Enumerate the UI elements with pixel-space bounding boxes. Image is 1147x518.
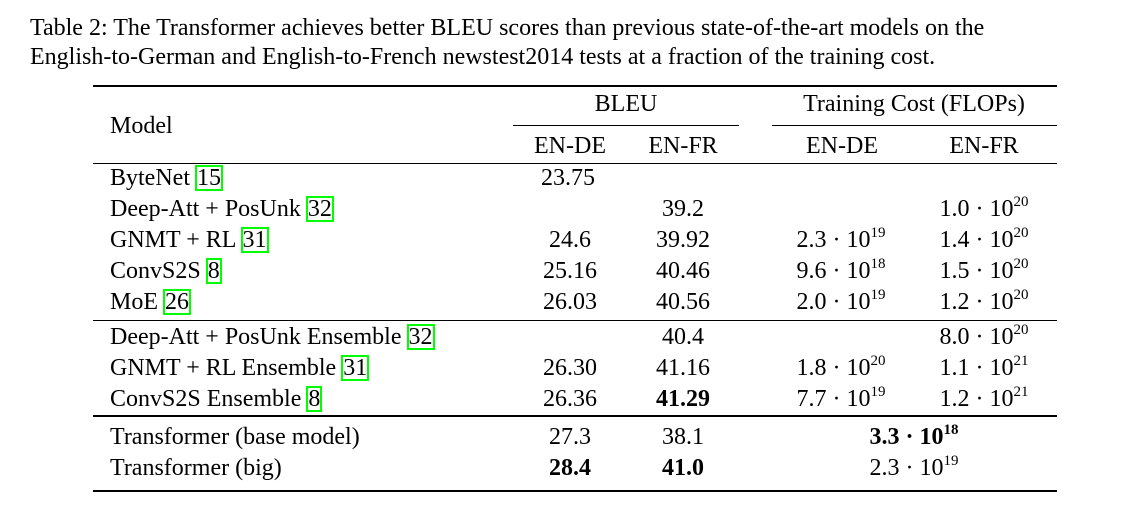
- citation-link[interactable]: 8: [205, 258, 222, 284]
- caption-line-1: Table 2: The Transformer achieves better…: [30, 15, 985, 41]
- row-cost-en-de: 2.0 · 1019: [796, 287, 886, 315]
- row-cost-en-de: 7.7 · 1019: [796, 384, 886, 412]
- cost-cmidrule: [772, 125, 1057, 126]
- row-training-cost: 3.3 · 1018: [869, 422, 959, 450]
- row-model-name: ConvS2S Ensemble 8: [110, 386, 323, 412]
- citation-link[interactable]: 32: [305, 196, 334, 222]
- row-model-name: Transformer (big): [110, 455, 282, 481]
- row-cost-en-fr: 1.4 · 1020: [939, 225, 1029, 253]
- citation-link[interactable]: 8: [306, 386, 323, 412]
- row-cost-en-fr: 1.2 · 1021: [939, 384, 1029, 412]
- row-bleu-en-de: 23.75: [541, 165, 595, 191]
- row-bleu-en-fr: 38.1: [662, 424, 704, 450]
- row-bleu-en-de: 26.36: [543, 386, 597, 412]
- row-cost-en-fr: 8.0 · 1020: [939, 322, 1029, 350]
- row-cost-en-fr: 1.0 · 1020: [939, 194, 1029, 222]
- header-bleu-en-de: EN-DE: [534, 133, 606, 159]
- row-bleu-en-fr: 40.56: [656, 289, 710, 315]
- row-model-name: GNMT + RL 31: [110, 227, 269, 253]
- citation-link[interactable]: 31: [240, 227, 269, 253]
- table-caption: Table 2: The Transformer achieves better…: [30, 14, 1130, 72]
- header-training-cost: Training Cost (FLOPs): [803, 91, 1025, 117]
- row-model-name: ByteNet 15: [110, 165, 223, 191]
- row-bleu-en-de: 27.3: [549, 424, 591, 450]
- row-model-name: MoE 26: [110, 289, 191, 315]
- bottom-rule: [93, 490, 1057, 492]
- header-model: Model: [110, 113, 173, 139]
- header-rule: [93, 163, 1057, 164]
- row-bleu-en-fr: 41.16: [656, 355, 710, 381]
- row-cost-en-de: 9.6 · 1018: [796, 256, 886, 284]
- row-cost-en-de: 1.8 · 1020: [796, 353, 886, 381]
- row-bleu-en-de: 26.30: [543, 355, 597, 381]
- row-bleu-en-fr: 41.0: [662, 455, 704, 481]
- row-model-name: ConvS2S 8: [110, 258, 222, 284]
- row-cost-en-fr: 1.2 · 1020: [939, 287, 1029, 315]
- row-model-name: Deep-Att + PosUnk 32: [110, 196, 334, 222]
- citation-link[interactable]: 31: [341, 355, 370, 381]
- row-bleu-en-fr: 39.92: [656, 227, 710, 253]
- row-bleu-en-fr: 39.2: [662, 196, 704, 222]
- citation-link[interactable]: 15: [194, 165, 223, 191]
- header-bleu: BLEU: [594, 91, 658, 117]
- row-cost-en-fr: 1.5 · 1020: [939, 256, 1029, 284]
- row-bleu-en-de: 28.4: [549, 455, 591, 481]
- row-cost-en-de: 2.3 · 1019: [796, 225, 886, 253]
- row-bleu-en-de: 24.6: [549, 227, 591, 253]
- row-bleu-en-de: 25.16: [543, 258, 597, 284]
- transformer-rule: [93, 415, 1057, 417]
- caption-line-2: English-to-German and English-to-French …: [30, 44, 936, 70]
- header-cost-en-de: EN-DE: [806, 133, 878, 159]
- row-cost-en-fr: 1.1 · 1021: [939, 353, 1029, 381]
- row-training-cost: 2.3 · 1019: [869, 453, 959, 481]
- top-rule: [93, 85, 1057, 87]
- row-bleu-en-de: 26.03: [543, 289, 597, 315]
- row-model-name: GNMT + RL Ensemble 31: [110, 355, 370, 381]
- row-bleu-en-fr: 40.4: [662, 324, 704, 350]
- ensemble-rule: [93, 320, 1057, 321]
- row-bleu-en-fr: 40.46: [656, 258, 710, 284]
- row-bleu-en-fr: 41.29: [656, 386, 710, 412]
- header-cost-en-fr: EN-FR: [949, 133, 1019, 159]
- row-model-name: Transformer (base model): [110, 424, 360, 450]
- header-bleu-en-fr: EN-FR: [648, 133, 718, 159]
- row-model-name: Deep-Att + PosUnk Ensemble 32: [110, 324, 435, 350]
- citation-link[interactable]: 32: [406, 324, 435, 350]
- citation-link[interactable]: 26: [163, 289, 191, 315]
- bleu-cmidrule: [513, 125, 739, 126]
